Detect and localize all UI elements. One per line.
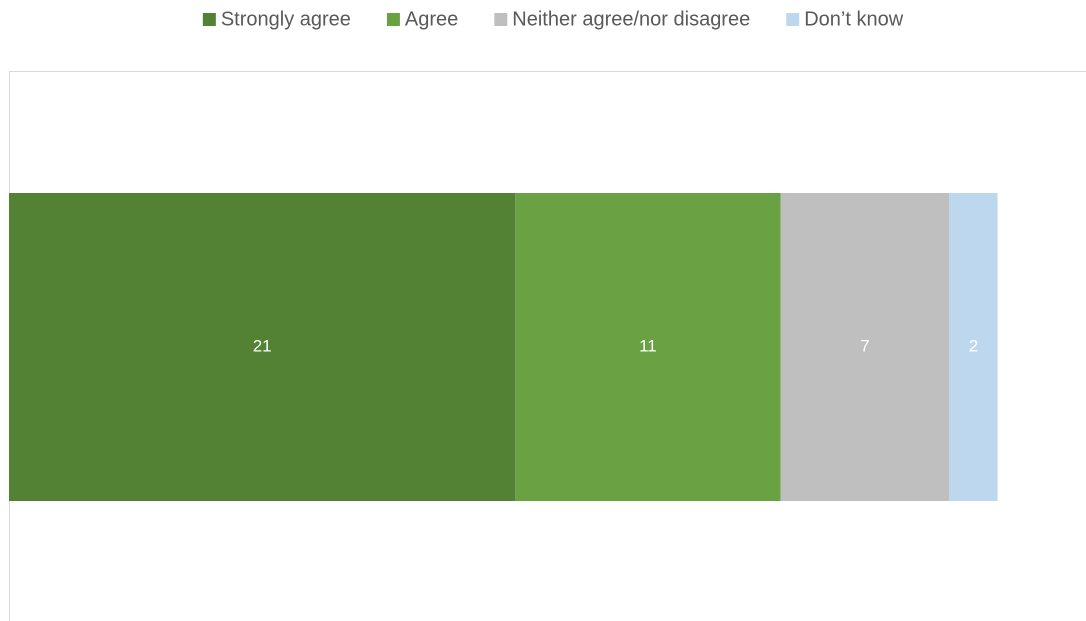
legend-swatch [202,13,216,26]
legend-label: Strongly agree [221,8,351,30]
bar-segment [9,193,516,501]
legend-label: Agree [405,8,458,30]
legend-swatch [494,13,508,26]
bar-segment [780,193,950,501]
data-label: 21 [253,336,272,355]
bar-segment [949,193,998,501]
data-label: 11 [639,336,657,355]
legend-label: Neither agree/nor disagree [512,8,750,30]
legend: Strongly agree Agree Neither agree/nor dis… [202,8,904,30]
data-label: 7 [860,336,869,355]
legend-swatch [786,13,800,26]
legend-label: Don’t know [804,8,903,30]
bar-segment [515,193,781,501]
data-label: 2 [969,336,978,355]
legend-swatch [386,13,400,26]
